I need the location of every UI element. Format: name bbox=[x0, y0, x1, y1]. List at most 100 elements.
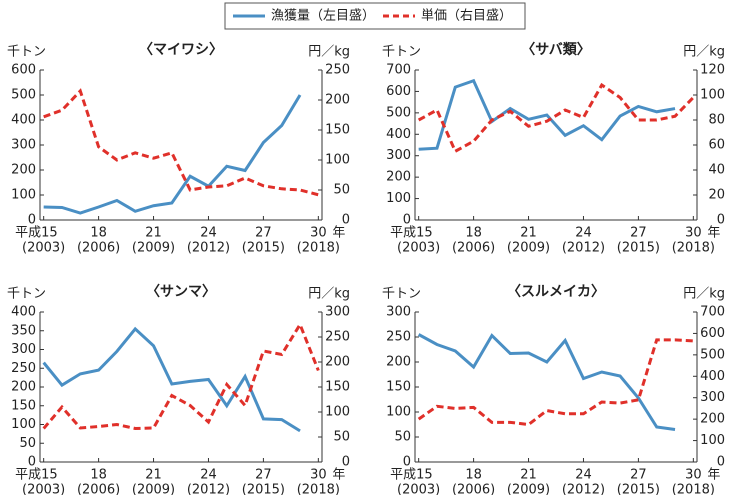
x-tick-label: 21 bbox=[520, 226, 537, 241]
x-tick-year: (2009) bbox=[507, 483, 550, 495]
y2-tick-label: 20 bbox=[708, 188, 725, 203]
x-tick-year: (2012) bbox=[187, 241, 230, 256]
x-tick-label: 27 bbox=[630, 468, 647, 483]
chart-title: 〈スルメイカ〉 bbox=[507, 284, 605, 300]
y2-tick-label: 60 bbox=[708, 138, 725, 153]
x-tick-label: 27 bbox=[255, 226, 272, 241]
x-axis-label: 年 bbox=[707, 226, 720, 241]
x-tick-label: 平成15 bbox=[15, 468, 58, 483]
y2-tick-label: 100 bbox=[700, 433, 725, 448]
y2-tick-label: 40 bbox=[708, 163, 725, 178]
series-line bbox=[43, 94, 302, 215]
legend-label: 単価（右目盛） bbox=[421, 8, 512, 24]
chart-title: 〈マイワシ〉 bbox=[139, 42, 223, 58]
legend-box bbox=[224, 2, 526, 30]
y2-tick-label: 250 bbox=[325, 63, 350, 78]
x-tick-year: (2018) bbox=[672, 483, 715, 495]
y2-tick-label: 0 bbox=[717, 455, 725, 470]
y-tick-label: 200 bbox=[11, 380, 36, 395]
series-line bbox=[417, 333, 676, 431]
x-tick-label: 27 bbox=[255, 468, 272, 483]
x-tick-label: 21 bbox=[145, 226, 162, 241]
y-tick-label: 350 bbox=[11, 323, 36, 338]
y2-tick-label: 200 bbox=[700, 412, 725, 427]
legend-label: 漁獲量（左目盛） bbox=[271, 9, 375, 24]
x-tick-year: (2003) bbox=[397, 241, 440, 256]
y-tick-label: 300 bbox=[11, 138, 36, 153]
x-tick-year: (2018) bbox=[297, 483, 340, 495]
y-tick-label: 150 bbox=[386, 380, 411, 395]
y-tick-label: 50 bbox=[19, 436, 36, 451]
x-tick-label: 27 bbox=[630, 226, 647, 241]
x-tick-label: 21 bbox=[145, 468, 162, 483]
x-tick-label: 平成15 bbox=[390, 226, 433, 241]
x-tick-year: (2009) bbox=[132, 241, 175, 256]
y2-axis-label: 円／kg bbox=[308, 45, 350, 60]
y2-tick-label: 0 bbox=[717, 213, 725, 228]
x-tick-label: 18 bbox=[465, 226, 482, 241]
series-line bbox=[417, 82, 695, 154]
x-tick-label: 24 bbox=[200, 468, 217, 483]
x-tick-label: 18 bbox=[90, 226, 107, 241]
y2-tick-label: 0 bbox=[342, 455, 350, 470]
x-tick-label: 24 bbox=[575, 226, 592, 241]
x-tick-year: (2012) bbox=[187, 483, 230, 495]
y-tick-label: 100 bbox=[11, 417, 36, 432]
y-tick-label: 200 bbox=[386, 355, 411, 370]
x-tick-year: (2003) bbox=[22, 241, 65, 256]
y-tick-label: 100 bbox=[386, 405, 411, 420]
y2-tick-label: 300 bbox=[700, 390, 725, 405]
y-tick-label: 400 bbox=[386, 127, 411, 142]
x-tick-year: (2006) bbox=[452, 241, 495, 256]
y-axis-label: 千トン bbox=[7, 287, 46, 302]
y-axis-label: 千トン bbox=[382, 45, 421, 60]
x-tick-label: 30 bbox=[685, 226, 702, 241]
series-line bbox=[43, 88, 319, 197]
y-tick-label: 250 bbox=[11, 361, 36, 376]
y-tick-label: 300 bbox=[386, 148, 411, 163]
y-tick-label: 700 bbox=[386, 63, 411, 78]
x-tick-year: (2015) bbox=[242, 241, 285, 256]
y2-tick-label: 100 bbox=[325, 153, 350, 168]
y-tick-label: 600 bbox=[386, 84, 411, 99]
x-tick-year: (2018) bbox=[297, 241, 340, 256]
y-tick-label: 0 bbox=[28, 455, 36, 470]
x-tick-year: (2015) bbox=[242, 483, 285, 495]
x-tick-label: 18 bbox=[90, 468, 107, 483]
y2-axis-label: 円／kg bbox=[308, 287, 350, 302]
x-tick-label: 18 bbox=[465, 468, 482, 483]
x-tick-year: (2009) bbox=[132, 483, 175, 495]
x-tick-year: (2003) bbox=[22, 483, 65, 495]
chart-title: 〈サバ類〉 bbox=[521, 42, 590, 58]
x-tick-year: (2015) bbox=[617, 241, 660, 256]
y2-tick-label: 0 bbox=[342, 213, 350, 228]
y-tick-label: 300 bbox=[11, 342, 36, 357]
y2-axis-label: 円／kg bbox=[683, 287, 725, 302]
y2-tick-label: 150 bbox=[325, 123, 350, 138]
x-axis-label: 年 bbox=[332, 226, 345, 241]
y-tick-label: 0 bbox=[403, 455, 411, 470]
y-tick-label: 500 bbox=[386, 105, 411, 120]
x-tick-label: 21 bbox=[520, 468, 537, 483]
y-tick-label: 200 bbox=[386, 170, 411, 185]
y2-tick-label: 50 bbox=[333, 183, 350, 198]
y2-tick-label: 600 bbox=[700, 326, 725, 341]
y2-tick-label: 250 bbox=[325, 330, 350, 345]
y2-tick-label: 700 bbox=[700, 305, 725, 320]
y-tick-label: 400 bbox=[11, 305, 36, 320]
series-line bbox=[42, 326, 301, 433]
y-tick-label: 250 bbox=[386, 330, 411, 345]
y2-tick-label: 50 bbox=[333, 430, 350, 445]
x-axis-label: 年 bbox=[332, 468, 345, 483]
y2-tick-label: 80 bbox=[708, 113, 725, 128]
series-line bbox=[418, 78, 676, 151]
y-tick-label: 0 bbox=[28, 213, 36, 228]
x-tick-label: 24 bbox=[575, 468, 592, 483]
y-tick-label: 50 bbox=[394, 430, 411, 445]
y-tick-label: 200 bbox=[11, 163, 36, 178]
x-tick-year: (2018) bbox=[672, 241, 715, 256]
y2-tick-label: 200 bbox=[325, 355, 350, 370]
y-tick-label: 100 bbox=[11, 188, 36, 203]
x-tick-year: (2015) bbox=[617, 483, 660, 495]
